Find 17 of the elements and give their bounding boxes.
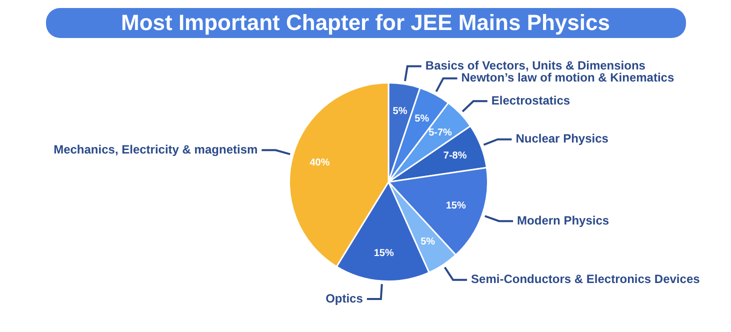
data-label: 15% bbox=[446, 200, 466, 212]
slice-label: Mechanics, Electricity & magnetism bbox=[54, 142, 258, 156]
slice-label: Modern Physics bbox=[517, 213, 610, 228]
slice-label: Basics of Vectors, Units & Dimensions bbox=[425, 58, 646, 73]
slice-label: Electrostatics bbox=[491, 93, 570, 108]
data-label: 5-7% bbox=[428, 127, 452, 138]
data-label: 5% bbox=[392, 106, 408, 118]
chart-title: Most Important Chapter for JEE Mains Physics bbox=[46, 8, 686, 38]
data-label: 40% bbox=[310, 157, 330, 168]
data-label: 5% bbox=[414, 114, 430, 125]
data-label: 5% bbox=[420, 236, 436, 248]
data-label: 7-8% bbox=[443, 150, 467, 162]
slice-label: Optics bbox=[326, 291, 364, 306]
data-label: 15% bbox=[374, 248, 394, 260]
slice-label: Nuclear Physics bbox=[516, 132, 609, 146]
slice-label: Newton’s law of motion & Kinematics bbox=[461, 70, 674, 85]
slice-label: Semi-Conductors & Electronics Devices bbox=[471, 272, 700, 286]
